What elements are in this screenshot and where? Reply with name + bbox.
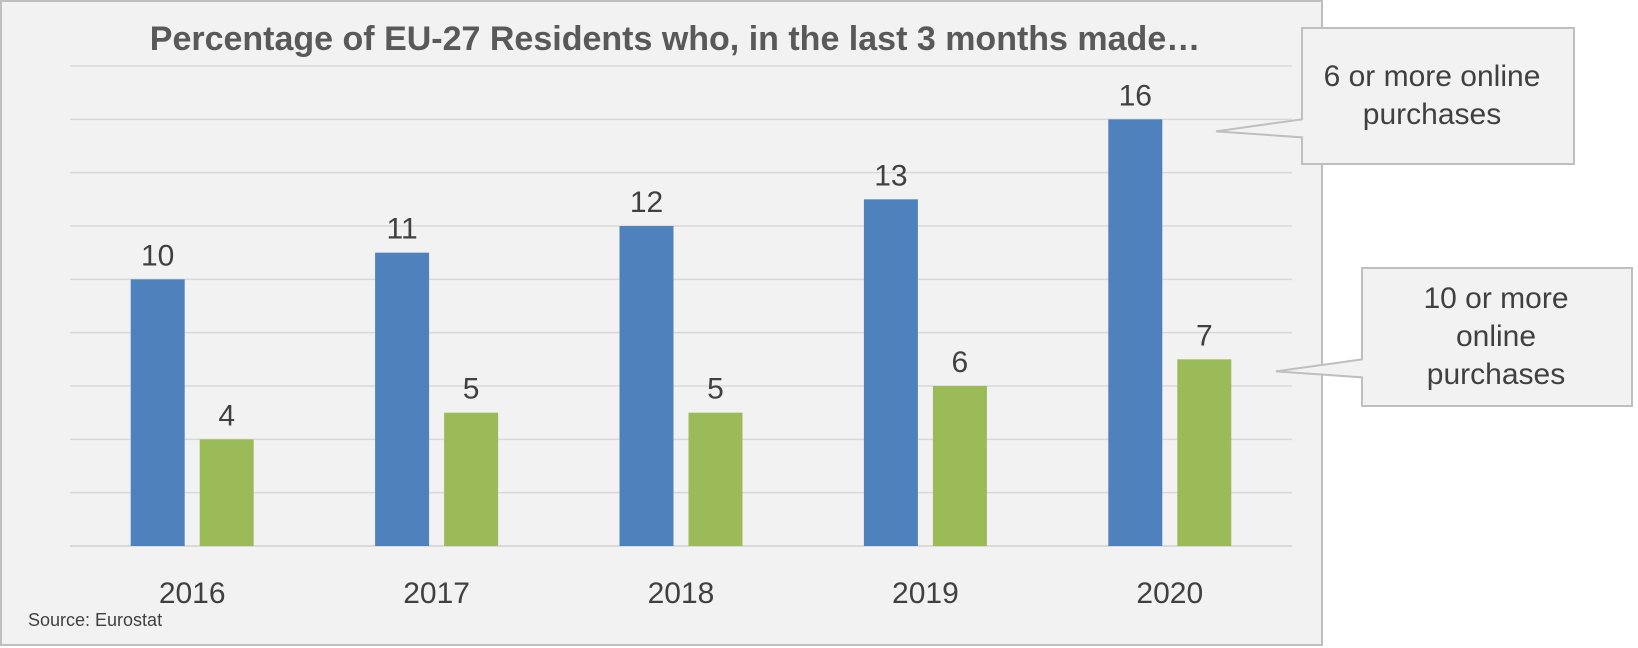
bar-2020-series-1 (1108, 119, 1163, 546)
callout-box-series-2 (1275, 267, 1633, 407)
x-axis-tick-labels: 2016 2017 2018 2019 2020 (159, 577, 1203, 610)
gridlines (70, 65, 1292, 547)
chart-title: Percentage of EU-27 Residents who, in th… (150, 20, 1200, 58)
data-label-2018-series-1: 12 (630, 186, 663, 219)
data-label-2017-series-2: 5 (463, 373, 480, 406)
bar-2018-series-2 (688, 412, 743, 546)
x-tick-label-2020: 2020 (1136, 577, 1203, 610)
series-callouts: 6 or more online purchases 10 or more onlin… (1215, 27, 1633, 407)
callout-text-series-2-line-3: purchases (1427, 358, 1565, 391)
data-label-2016-series-2: 4 (218, 399, 235, 432)
x-tick-label-2017: 2017 (403, 577, 470, 610)
data-label-2020-series-1: 16 (1119, 79, 1152, 112)
source-note: Source: Eurostat (28, 610, 162, 630)
data-label-2020-series-2: 7 (1196, 319, 1213, 352)
data-label-2018-series-2: 5 (707, 373, 724, 406)
callout-box-series-1 (1215, 27, 1575, 165)
bar-2019-series-2 (932, 386, 987, 546)
bar-2019-series-1 (863, 199, 918, 547)
x-tick-label-2019: 2019 (892, 577, 959, 610)
bar-2017-series-1 (375, 252, 430, 546)
data-label-2019-series-1: 13 (874, 159, 907, 192)
x-tick-label-2016: 2016 (159, 577, 226, 610)
bar-2018-series-1 (619, 226, 674, 546)
data-label-2019-series-2: 6 (952, 346, 969, 379)
callout-text-series-2-line-1: 10 or more (1423, 282, 1568, 315)
bars (130, 119, 1232, 547)
data-labels: 10 4 11 5 12 5 13 6 16 7 (141, 79, 1213, 432)
bar-2016-series-2 (199, 439, 254, 546)
bar-2020-series-2 (1177, 359, 1232, 546)
bar-2017-series-2 (444, 412, 499, 546)
callout-text-series-2-line-2: online (1456, 320, 1536, 353)
data-label-2017-series-1: 11 (387, 213, 418, 246)
callout-text-series-1-line-1: 6 or more online (1324, 60, 1541, 93)
data-label-2016-series-1: 10 (141, 239, 174, 272)
callout-text-series-1-line-2: purchases (1363, 98, 1501, 131)
bar-2016-series-1 (130, 279, 185, 546)
x-tick-label-2018: 2018 (648, 577, 715, 610)
